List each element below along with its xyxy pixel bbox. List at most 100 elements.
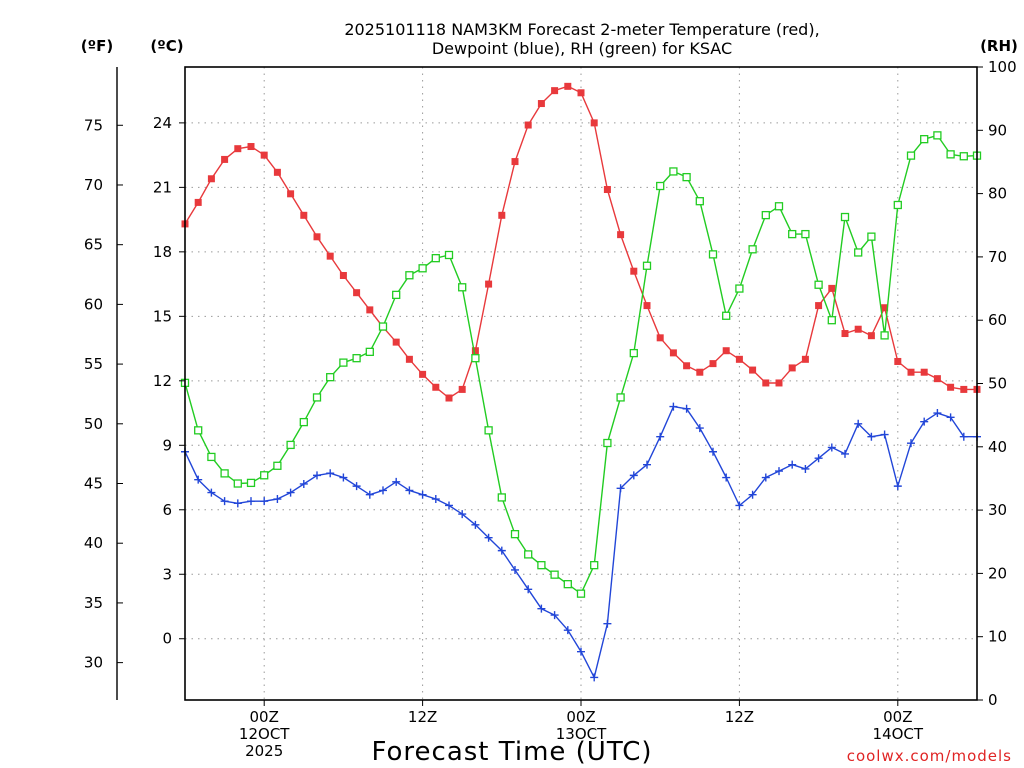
data-point — [801, 229, 810, 239]
data-point — [749, 366, 757, 374]
data-point — [497, 493, 506, 502]
data-point — [299, 417, 308, 427]
data-point — [946, 150, 955, 159]
series-layer — [180, 82, 982, 682]
data-point — [643, 460, 651, 469]
series-rh — [180, 131, 982, 598]
data-point — [194, 475, 203, 484]
data-point — [761, 210, 770, 220]
data-point — [247, 497, 255, 506]
data-point — [920, 368, 928, 376]
fahrenheit-unit-label: (ºF) — [81, 37, 113, 55]
data-point — [392, 290, 401, 300]
data-point — [827, 316, 836, 325]
data-point — [352, 354, 361, 363]
data-point — [841, 449, 849, 458]
fahrenheit-tick-label: 55 — [84, 355, 103, 373]
data-point — [947, 383, 955, 391]
data-point — [418, 264, 427, 273]
data-point — [313, 233, 321, 241]
data-point — [854, 419, 863, 428]
data-point — [709, 360, 717, 368]
x-tick-label: 12Z — [725, 708, 754, 726]
data-point — [722, 473, 731, 482]
data-point — [233, 479, 242, 488]
data-point — [735, 501, 744, 510]
data-point — [220, 469, 229, 478]
data-point — [564, 82, 572, 90]
data-point — [735, 355, 743, 363]
data-point — [511, 158, 519, 166]
data-point — [815, 302, 823, 310]
data-point — [471, 354, 480, 363]
grid-lines — [185, 67, 977, 700]
data-point — [220, 497, 229, 506]
celsius-tick-label: 3 — [162, 565, 172, 583]
celsius-tick-label: 0 — [162, 630, 172, 648]
x-tick-label: 14OCT — [873, 725, 924, 743]
data-point — [365, 347, 374, 357]
data-point — [880, 331, 889, 340]
data-point — [405, 486, 414, 495]
data-point — [563, 626, 572, 635]
fahrenheit-tick-label: 40 — [84, 534, 103, 552]
data-point — [233, 499, 242, 508]
data-point — [788, 460, 797, 469]
data-point — [510, 530, 520, 539]
data-point — [629, 348, 638, 358]
rh-tick-label: 90 — [988, 121, 1007, 139]
data-point — [313, 471, 321, 480]
data-point — [920, 417, 929, 426]
data-point — [260, 471, 269, 480]
data-point — [247, 143, 255, 151]
data-point — [352, 482, 361, 491]
data-point — [458, 510, 467, 519]
data-point — [537, 604, 546, 613]
data-point — [616, 484, 625, 493]
data-point — [683, 362, 691, 370]
data-point — [854, 325, 862, 333]
data-point — [682, 172, 691, 182]
data-point — [445, 394, 453, 402]
data-point — [907, 439, 915, 448]
data-point — [207, 175, 215, 183]
data-point — [603, 619, 612, 628]
x-tick-label: 00Z — [566, 708, 595, 726]
data-point — [867, 432, 876, 441]
data-point — [378, 322, 388, 331]
data-point — [617, 231, 625, 239]
celsius-tick-label: 6 — [162, 501, 172, 519]
data-point — [590, 673, 599, 682]
data-point — [246, 478, 256, 488]
x-tick-label: 00Z — [883, 708, 912, 726]
data-point — [880, 430, 889, 439]
data-point — [907, 368, 915, 376]
data-point — [432, 383, 440, 391]
data-point — [445, 501, 453, 510]
data-point — [656, 334, 664, 342]
data-point — [933, 131, 942, 140]
data-point — [643, 302, 651, 310]
rh-tick-label: 0 — [988, 691, 998, 709]
data-point — [524, 550, 533, 559]
data-point — [682, 404, 691, 413]
data-point — [695, 424, 704, 433]
data-point — [273, 168, 281, 176]
rh-tick-label: 40 — [988, 438, 1007, 456]
data-point — [722, 311, 731, 320]
data-point — [774, 202, 784, 211]
data-point — [577, 647, 585, 656]
rh-tick-label: 50 — [988, 375, 1007, 393]
data-point — [801, 355, 809, 363]
data-point — [300, 211, 308, 219]
celsius-unit-label: (ºC) — [150, 37, 183, 55]
data-point — [814, 454, 823, 463]
data-point — [906, 151, 916, 160]
data-point — [339, 358, 348, 367]
data-point — [379, 486, 387, 495]
data-point — [590, 561, 599, 570]
data-point — [312, 393, 322, 402]
data-point — [221, 155, 229, 163]
